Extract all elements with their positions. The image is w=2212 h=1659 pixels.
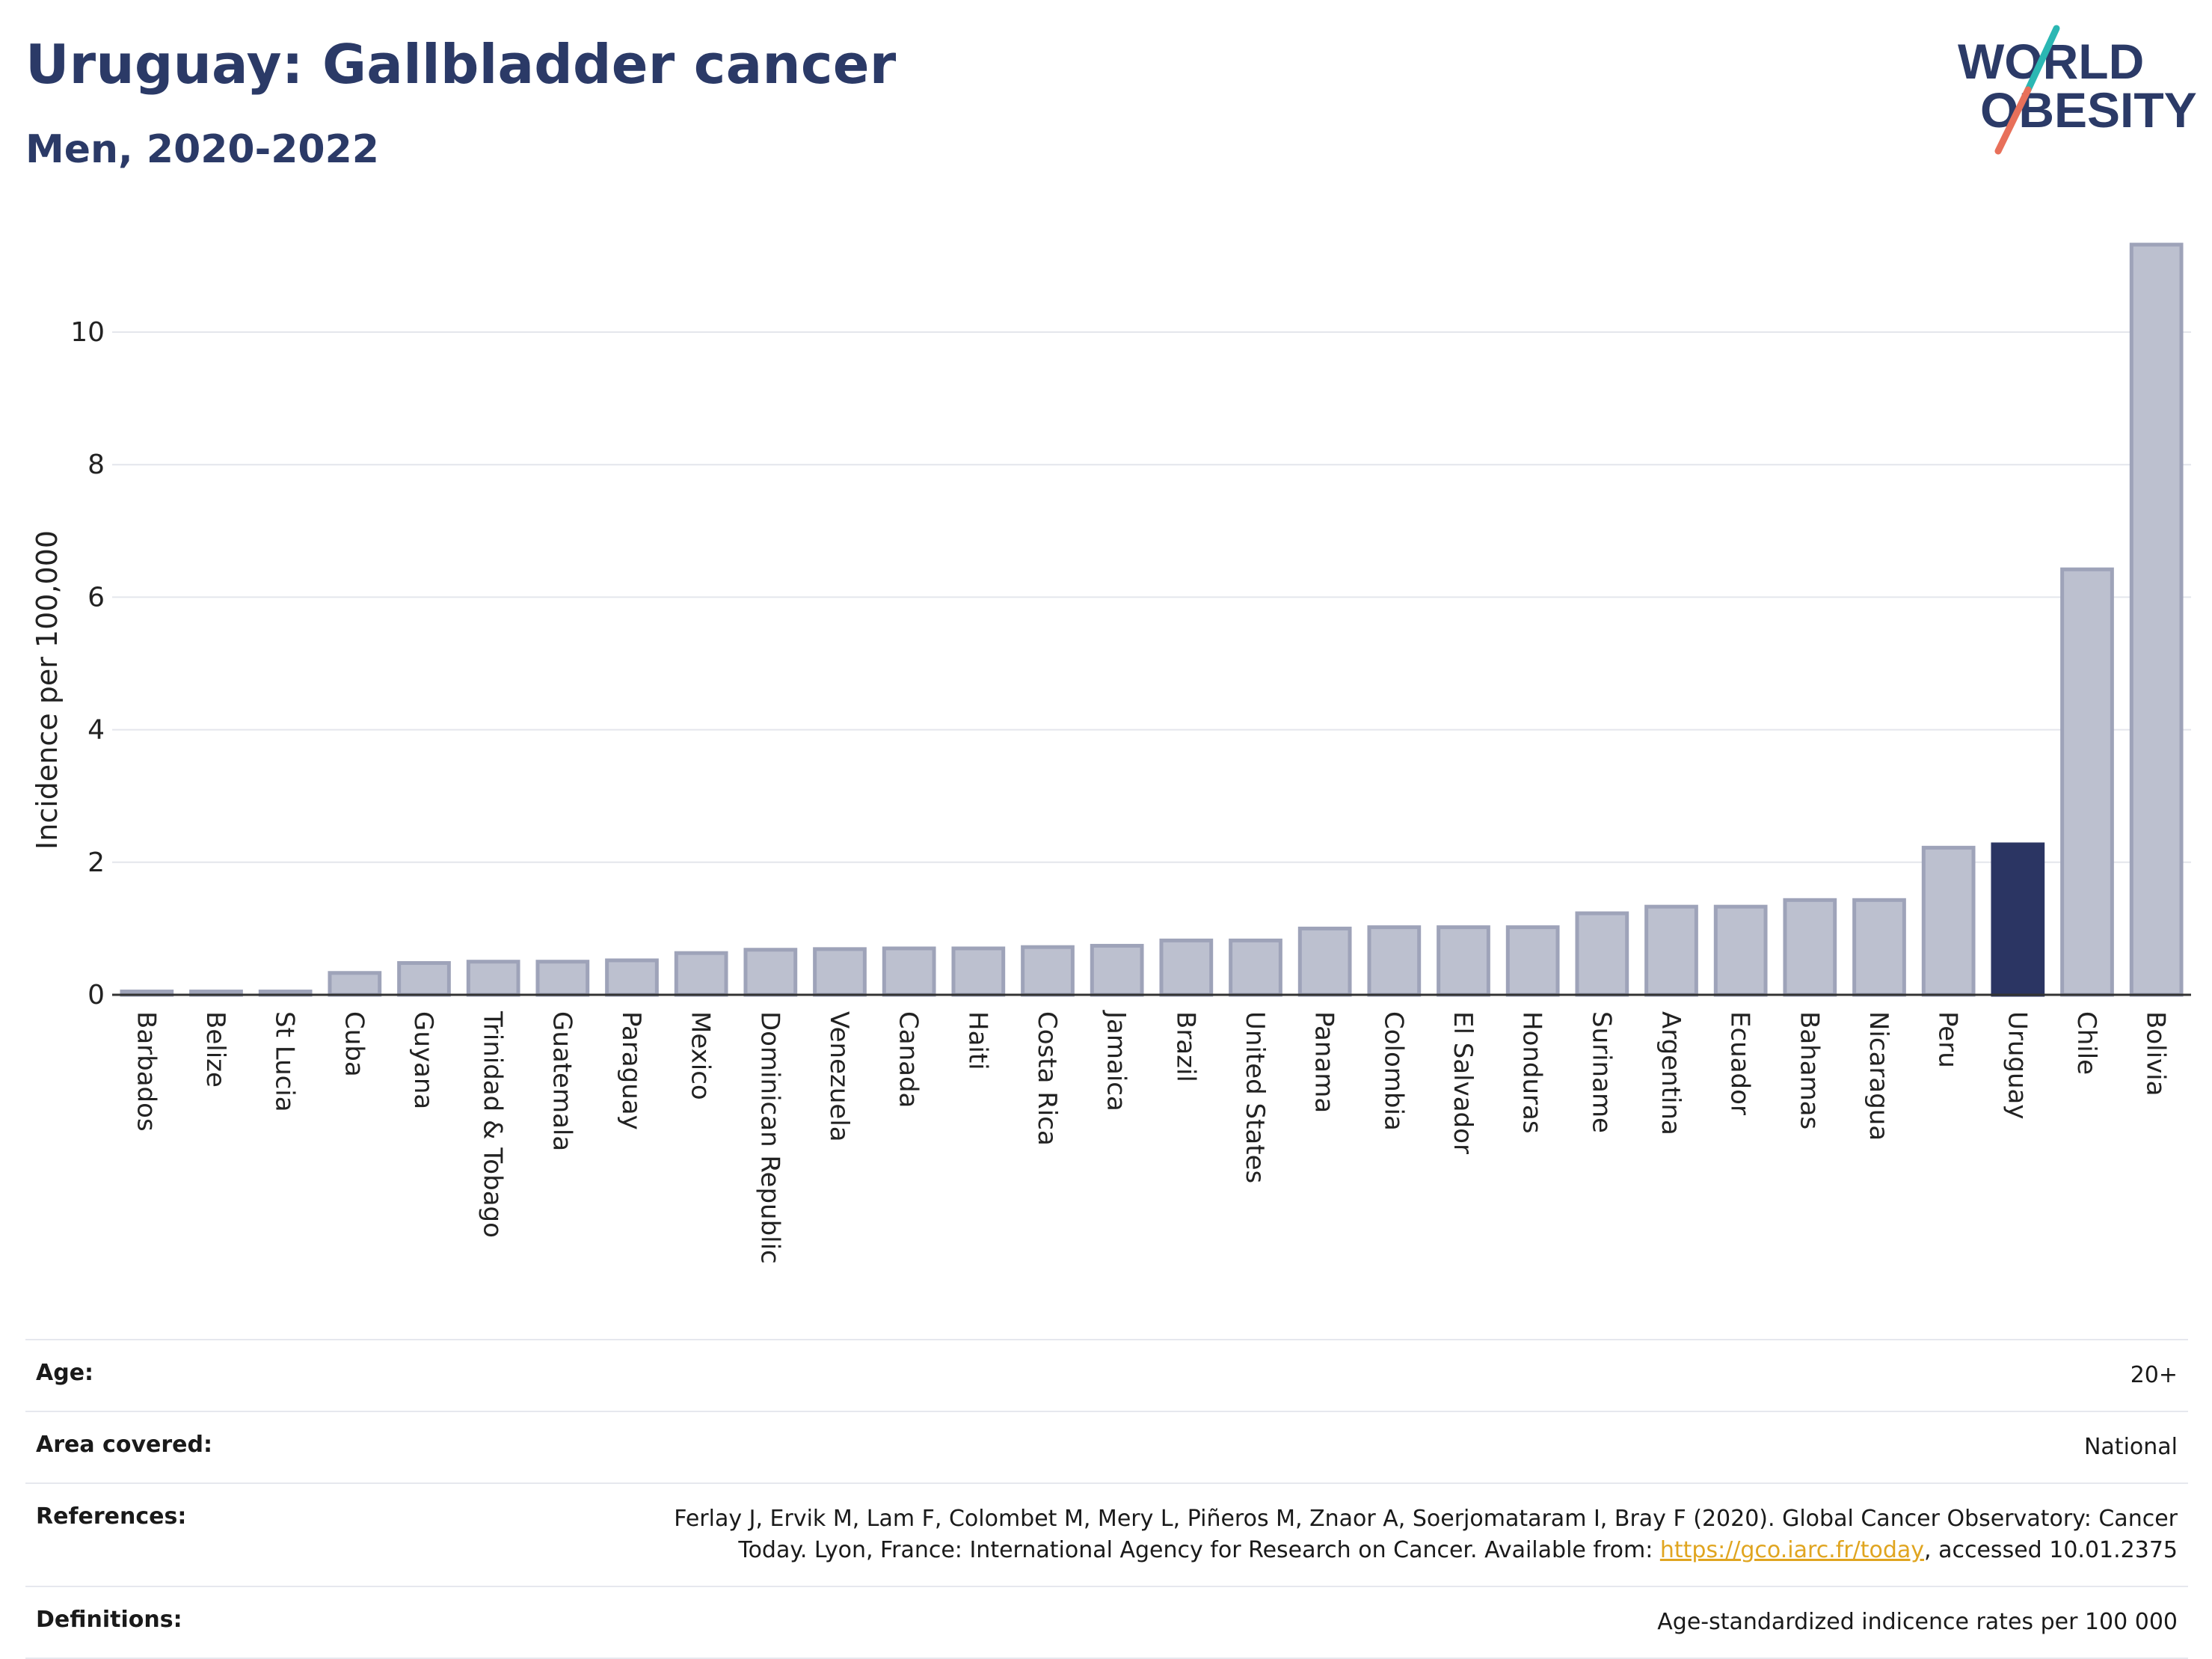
x-tick-label: Uruguay xyxy=(2002,1011,2032,1120)
x-tick-label: Peru xyxy=(1933,1011,1963,1068)
x-tick-label: Venezuela xyxy=(824,1011,854,1142)
x-tick-label: Colombia xyxy=(1378,1011,1408,1131)
info-label-area: Area covered: xyxy=(36,1432,212,1458)
reference-text: Ferlay J, Ervik M, Lam F, Colombet M, Me… xyxy=(674,1506,2178,1563)
bar-chart: 0 2 4 6 8 10 Incidence per 100,000 Barbados Beli… xyxy=(31,242,2191,1264)
x-tick-label: Nicaragua xyxy=(1864,1011,1893,1141)
bar-bahamas xyxy=(1783,898,1837,997)
x-tick-label: Bahamas xyxy=(1794,1011,1824,1129)
bar-peru xyxy=(1921,845,1976,997)
y-tick-label: 6 xyxy=(87,582,105,613)
x-tick-label: Haiti xyxy=(962,1011,992,1070)
x-tick-label: Mexico xyxy=(686,1011,716,1100)
info-value-area: National xyxy=(2083,1434,2178,1460)
bar-uruguay xyxy=(1991,842,2045,997)
bar-guyana xyxy=(397,960,451,997)
bar-chile xyxy=(2060,567,2114,997)
bar-nicaragua xyxy=(1852,898,1906,997)
bar-mexico xyxy=(674,951,728,997)
info-value-references: Ferlay J, Ervik M, Lam F, Colombet M, Me… xyxy=(607,1503,2178,1566)
bar-canada xyxy=(882,946,936,997)
bar-jamaica xyxy=(1090,943,1144,997)
x-tick-label: Trinidad & Tobago xyxy=(478,1011,508,1238)
bar-bolivia xyxy=(2129,242,2184,997)
info-row-age: Age: 20+ xyxy=(25,1339,2188,1411)
logo-slash-top xyxy=(2024,25,2060,93)
chart-title: Uruguay: Gallbladder cancer xyxy=(25,33,897,96)
bar-paraguay xyxy=(605,958,659,997)
bar-haiti xyxy=(951,946,1006,997)
reference-link[interactable]: https://gco.iarc.fr/today xyxy=(1659,1537,1925,1563)
x-tick-label: Panama xyxy=(1309,1011,1339,1113)
info-row-references: References: Ferlay J, Ervik M, Lam F, Co… xyxy=(25,1482,2188,1586)
x-tick-label: United States xyxy=(1240,1011,1270,1183)
bar-brazil xyxy=(1159,938,1214,997)
x-tick-label: Barbados xyxy=(131,1011,161,1132)
bar-guatemala xyxy=(535,960,590,997)
bar-colombia xyxy=(1367,925,1422,997)
x-tick-label: Jamaica xyxy=(1102,1010,1131,1111)
x-tick-label: Brazil xyxy=(1170,1011,1200,1082)
info-label-definitions: Definitions: xyxy=(36,1607,182,1633)
y-axis-label: Incidence per 100,000 xyxy=(31,530,64,850)
info-label-references: References: xyxy=(36,1503,187,1530)
y-tick-label: 10 xyxy=(70,317,105,348)
x-tick-label: St Lucia xyxy=(270,1011,300,1112)
bar-venezuela xyxy=(813,947,867,997)
bar-united-states xyxy=(1229,938,1282,997)
info-row-area: Area covered: National xyxy=(25,1411,2188,1482)
bar-suriname xyxy=(1575,911,1629,997)
x-tick-label: Bolivia xyxy=(2141,1011,2171,1096)
info-label-age: Age: xyxy=(36,1360,94,1386)
bar-el-salvador xyxy=(1437,925,1490,997)
info-value-definitions: Age-standardized indicence rates per 100… xyxy=(1657,1609,2178,1635)
info-table: Age: 20+ Area covered: National Referenc… xyxy=(25,1339,2188,1659)
x-tick-label: Canada xyxy=(894,1011,924,1108)
bar-cuba xyxy=(328,971,382,997)
x-tick-label: Argentina xyxy=(1656,1011,1686,1135)
x-tick-label: Dominican Republic xyxy=(755,1011,784,1264)
x-tick-label: Paraguay xyxy=(616,1011,646,1130)
x-tick-label: Chile xyxy=(2071,1011,2101,1075)
y-tick-label: 0 xyxy=(87,980,105,1011)
bar-panama xyxy=(1297,926,1352,997)
x-tick-label: Costa Rica xyxy=(1032,1011,1062,1146)
info-value-age: 20+ xyxy=(2130,1362,2178,1388)
bar-honduras xyxy=(1505,925,1560,997)
x-tick-label: Honduras xyxy=(1517,1011,1547,1134)
y-tick-label: 8 xyxy=(87,450,105,480)
x-tick-label: Cuba xyxy=(339,1011,369,1077)
x-tick-label: Belize xyxy=(200,1011,230,1088)
bar-dominican-republic xyxy=(743,948,798,997)
y-tick-label: 4 xyxy=(87,715,105,746)
reference-accessed: , accessed 10.01.2375 xyxy=(1924,1537,2178,1563)
x-tick-label: El Salvador xyxy=(1448,1011,1478,1154)
y-tick-label: 2 xyxy=(87,847,105,878)
x-tick-label: Guyana xyxy=(408,1011,438,1109)
x-tick-label: Ecuador xyxy=(1725,1011,1755,1115)
info-row-definitions: Definitions: Age-standardized indicence … xyxy=(25,1586,2188,1659)
x-tick-label: Suriname xyxy=(1586,1011,1616,1133)
world-obesity-logo: WORLD OBESITY xyxy=(1958,25,2197,155)
x-tick-label: Guatemala xyxy=(547,1011,577,1151)
bar-argentina xyxy=(1644,904,1698,997)
bar-ecuador xyxy=(1713,904,1768,997)
logo-slash-bottom xyxy=(1994,86,2032,155)
chart-subtitle: Men, 2020-2022 xyxy=(25,127,379,172)
bar-costa-rica xyxy=(1021,945,1075,997)
bar-trinidad-tobago xyxy=(466,960,520,997)
